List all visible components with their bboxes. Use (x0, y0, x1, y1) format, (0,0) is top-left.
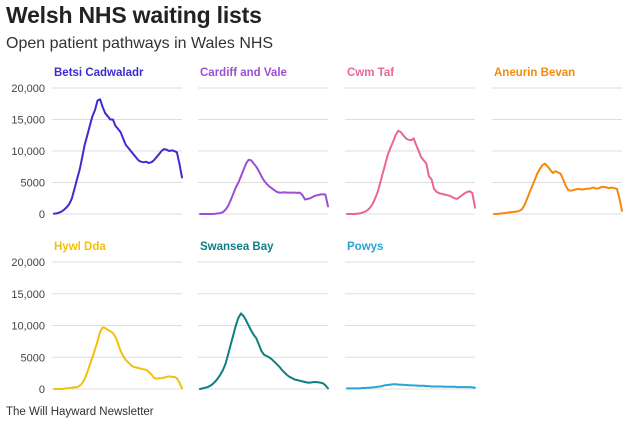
y-tick-label: 20,000 (11, 257, 45, 269)
chart-subtitle: Open patient pathways in Wales NHS (6, 35, 274, 52)
y-tick-label: 20,000 (11, 83, 45, 95)
panel-cardiff-and-vale: Cardiff and Vale (198, 67, 329, 215)
panel-hywl-dda: Hywl Dda (52, 241, 183, 390)
series-line (346, 129, 476, 215)
series-name: Swansea Bay (200, 241, 274, 253)
series-name: Aneurin Bevan (494, 67, 575, 79)
y-tick-label: 5000 (21, 178, 45, 190)
panel-swansea-bay: Swansea Bay (198, 241, 329, 390)
y-tick-label: 15,000 (11, 289, 45, 301)
series-name: Cardiff and Vale (200, 67, 287, 79)
panel-aneurin-bevan: Aneurin Bevan (492, 67, 623, 215)
panel-cwm-taf: Cwm Taf (345, 67, 476, 215)
y-tick-label: 10,000 (11, 321, 45, 333)
series-name: Betsi Cadwaladr (54, 67, 144, 79)
footer-credit: The Will Hayward Newsletter (6, 406, 154, 418)
series-line (53, 326, 183, 390)
y-tick-label: 10,000 (11, 146, 45, 158)
series-line (346, 383, 476, 390)
panel-betsi-cadwaladr: Betsi Cadwaladr (52, 67, 183, 215)
series-name: Powys (347, 241, 383, 253)
y-tick-label: 15,000 (11, 115, 45, 127)
chart-title: Welsh NHS waiting lists (6, 2, 262, 28)
series-line (199, 158, 329, 215)
series-line (493, 162, 623, 215)
series-name: Cwm Taf (347, 67, 394, 79)
series-name: Hywl Dda (54, 241, 106, 253)
y-tick-label: 5000 (21, 352, 45, 364)
y-tick-label: 0 (39, 209, 45, 221)
series-line (199, 312, 329, 390)
series-line (53, 98, 183, 215)
panel-powys: Powys (345, 241, 476, 390)
y-tick-label: 0 (39, 384, 45, 396)
